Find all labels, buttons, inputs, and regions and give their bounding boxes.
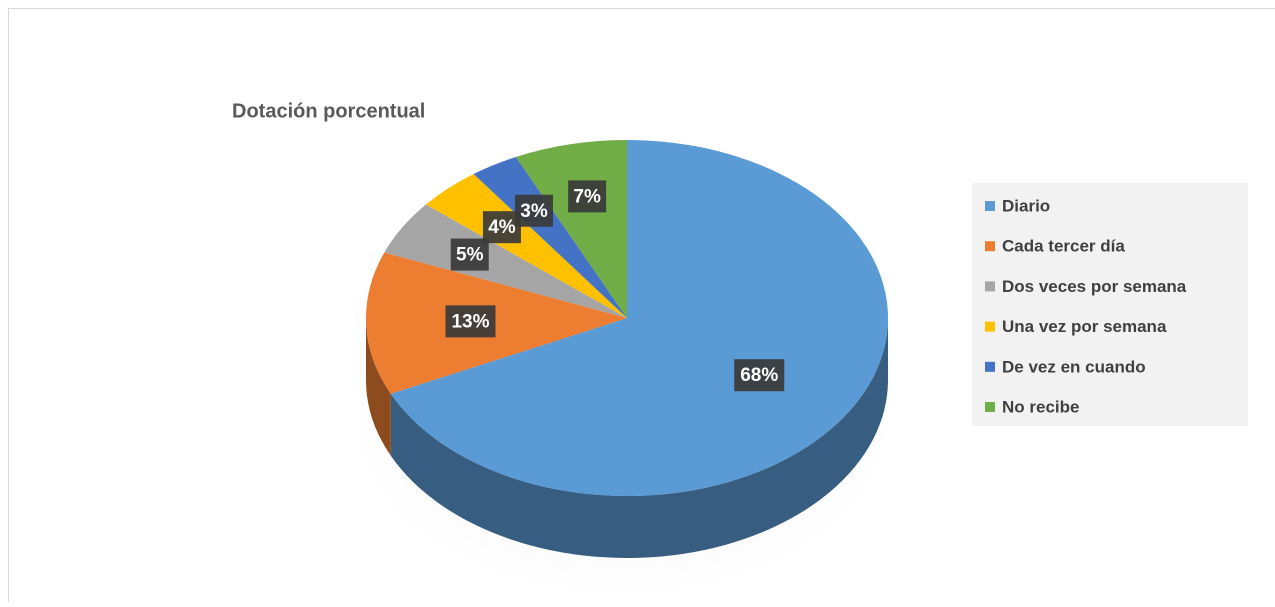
legend-swatch (985, 402, 995, 412)
legend-swatch (985, 281, 995, 291)
data-label: 7% (573, 186, 601, 207)
data-label: 3% (520, 201, 548, 222)
data-label: 68% (740, 365, 778, 386)
data-label: 5% (456, 245, 484, 266)
legend-label: No recibe (1002, 397, 1079, 416)
legend-box (972, 183, 1248, 426)
pie-top (366, 140, 888, 496)
legend-swatch (985, 241, 995, 251)
legend-label: Diario (1002, 196, 1050, 215)
data-label: 13% (451, 311, 489, 332)
chart-title: Dotación porcentual (232, 100, 425, 122)
legend-label: Dos veces por semana (1002, 277, 1187, 296)
legend-label: Cada tercer día (1002, 237, 1125, 256)
legend-swatch (985, 322, 995, 332)
legend-swatch (985, 201, 995, 211)
data-label: 4% (488, 217, 516, 238)
legend-swatch (985, 362, 995, 372)
legend-label: De vez en cuando (1002, 357, 1146, 376)
legend: Diario Cada tercer día Dos veces por seman… (972, 183, 1248, 426)
legend-label: Una vez por semana (1002, 317, 1167, 336)
